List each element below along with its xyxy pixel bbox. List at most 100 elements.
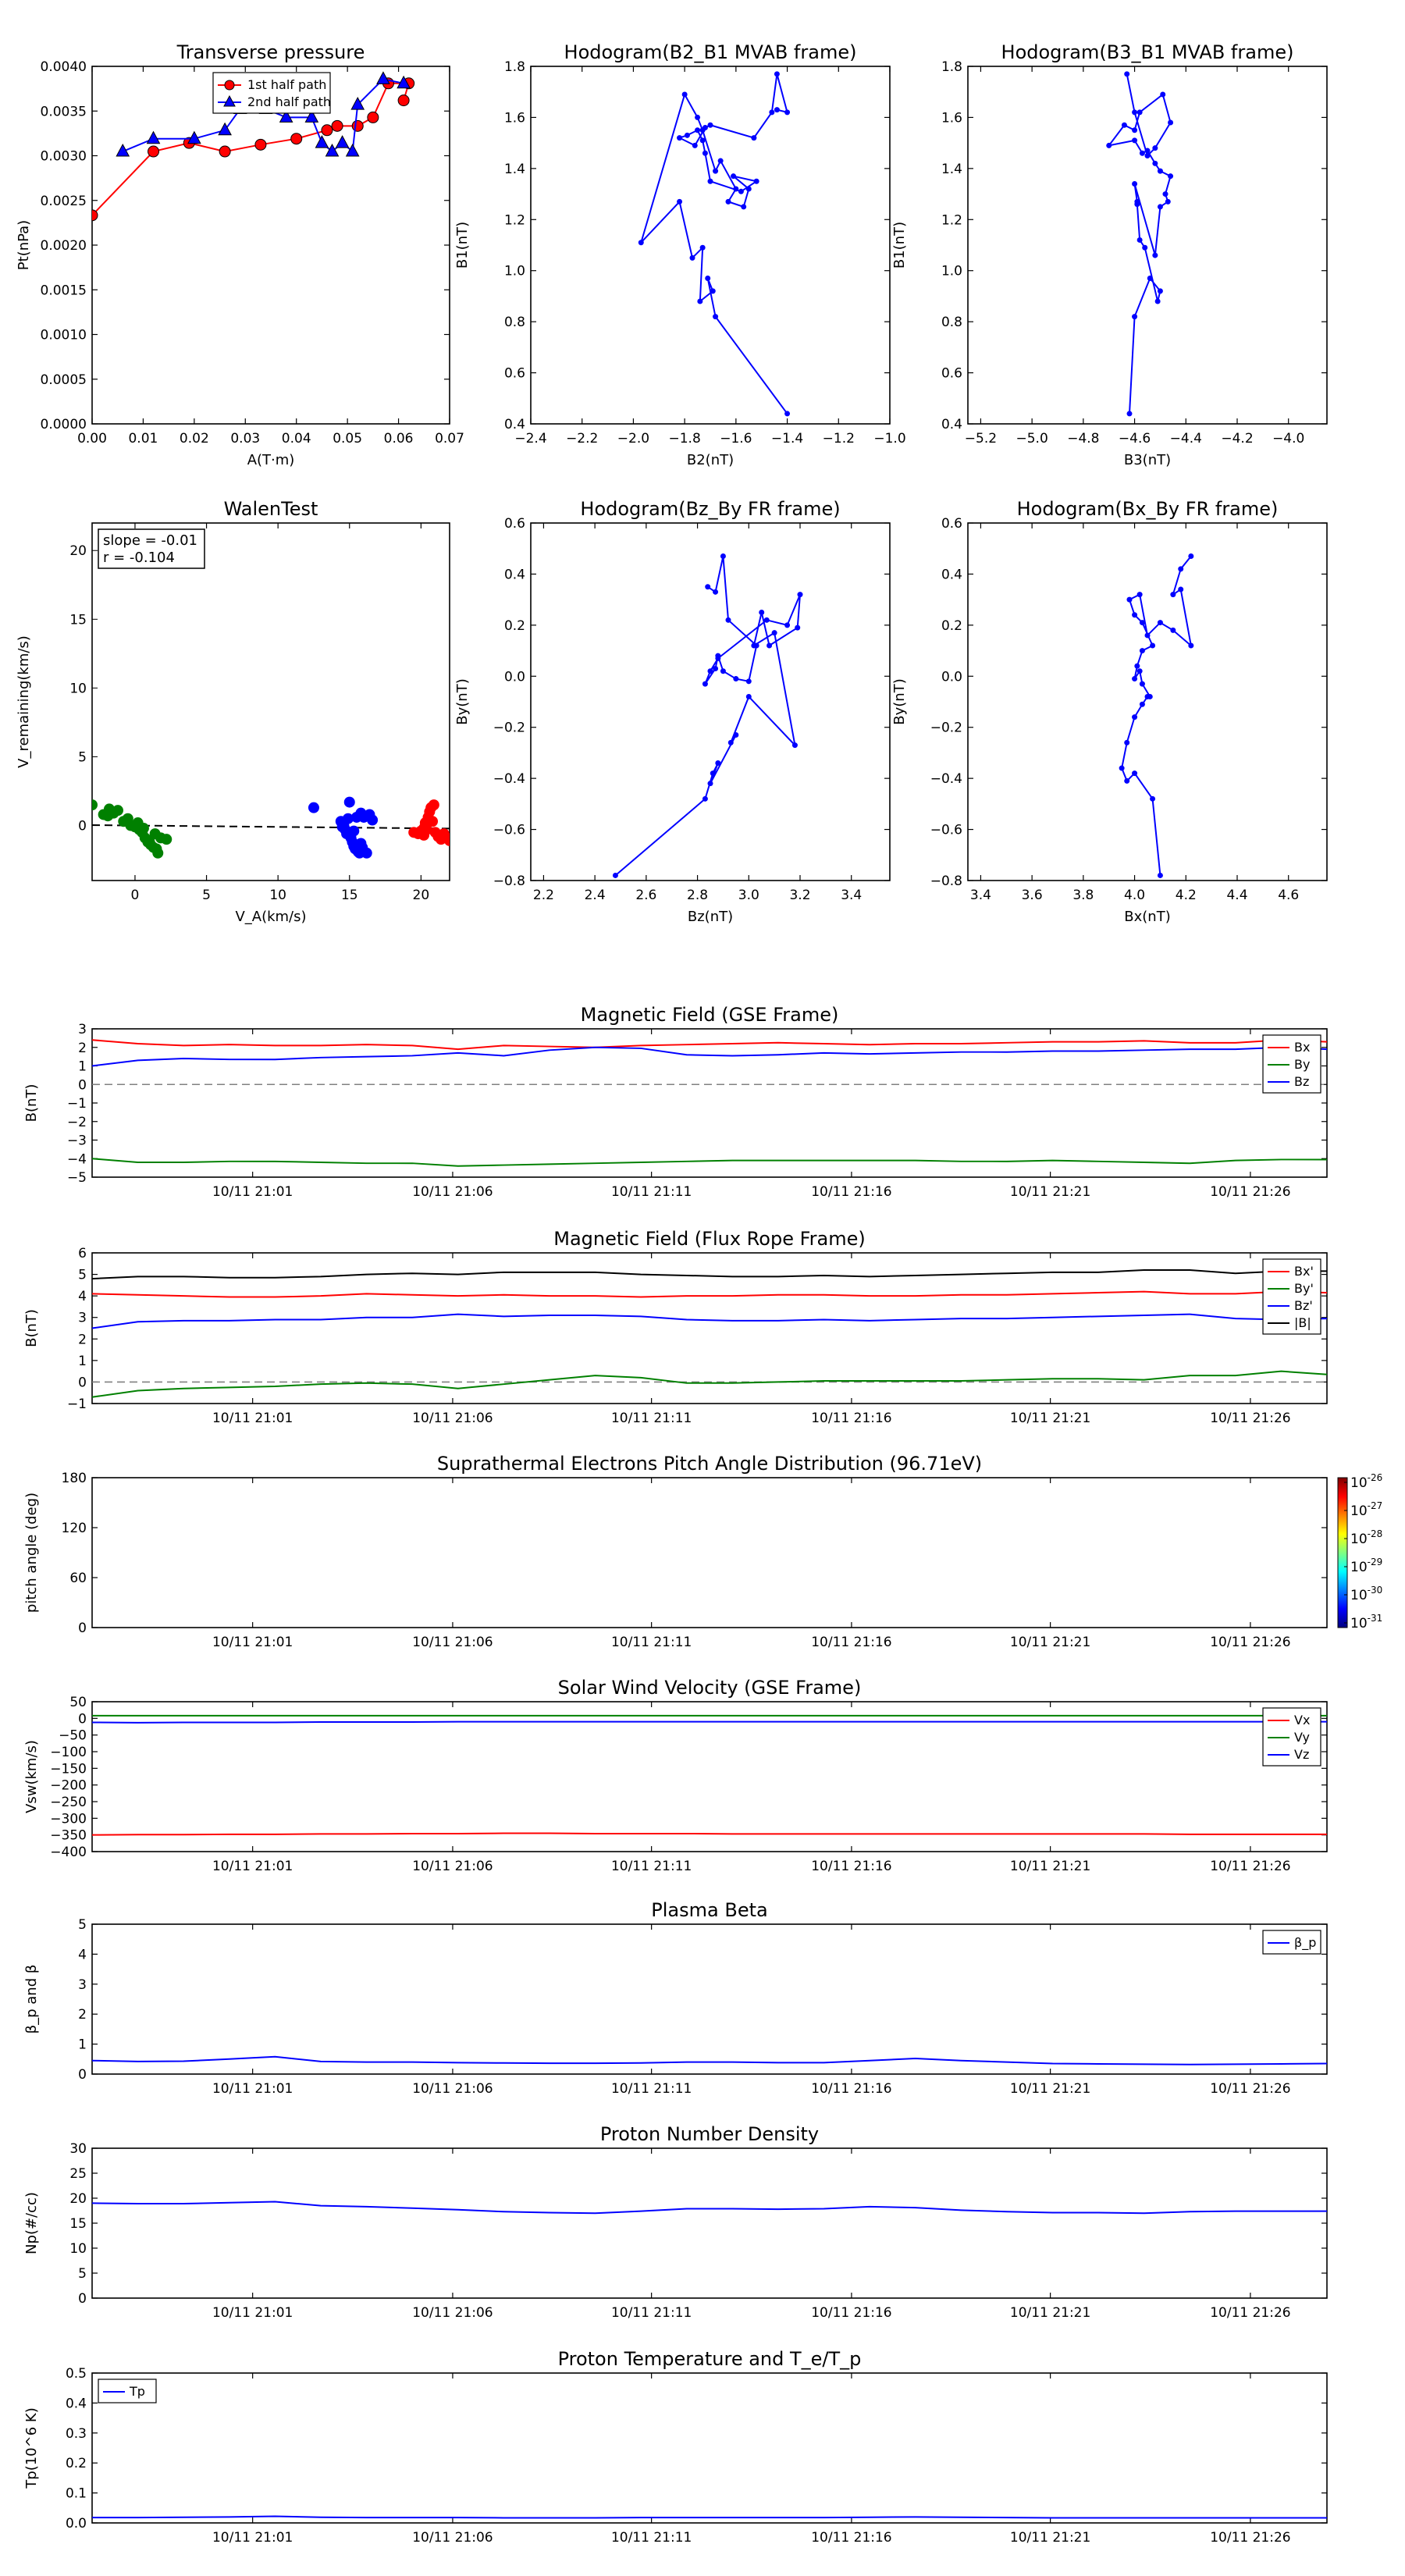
data-point <box>707 781 713 787</box>
data-point <box>738 188 744 194</box>
data-point <box>702 795 708 802</box>
x-tick-label: 4.6 <box>1278 888 1299 903</box>
chart-8: 0 60 120 180 10/11 21:01 10/11 21:06 10/11 21:… <box>23 1453 1382 1650</box>
data-point <box>367 814 379 826</box>
data-point <box>784 622 791 628</box>
data-point <box>331 119 343 132</box>
data-point <box>763 617 770 623</box>
y-axis-label: By(nT) <box>454 678 471 724</box>
x-tick-label: 3.0 <box>738 888 759 903</box>
data-point <box>148 145 160 158</box>
y-tick-label: 0 <box>78 2067 87 2083</box>
x-tick-label: −4.8 <box>1067 431 1099 447</box>
data-point <box>444 834 450 846</box>
plot-area <box>1119 553 1194 878</box>
y-tick-label: −150 <box>50 1761 87 1777</box>
data-point <box>367 111 379 123</box>
data-point <box>1170 627 1176 633</box>
plot-area <box>1106 71 1174 417</box>
x-tick-label: 10/11 21:11 <box>611 1635 692 1650</box>
series-line-0 <box>91 2201 1327 2215</box>
y-tick-label: 2 <box>78 2007 87 2023</box>
data-point <box>1168 173 1174 180</box>
y-tick-label: 2 <box>78 1332 87 1347</box>
y-axis-label: Tp(10^6 K) <box>23 2407 40 2489</box>
data-point <box>774 107 780 113</box>
data-point <box>376 71 390 84</box>
x-tick-label: 10/11 21:26 <box>1210 1411 1290 1426</box>
y-tick-label: 10 <box>69 681 87 696</box>
series-line-1 <box>91 1158 1327 1167</box>
x-tick-label: 10/11 21:11 <box>611 1411 692 1426</box>
data-point <box>1157 872 1163 878</box>
y-tick-label: 20 <box>69 2191 87 2207</box>
plot-frame-9 <box>91 1701 1328 1852</box>
y-tick-label: 5 <box>78 1917 87 1933</box>
legend-label: 1st half path <box>247 77 326 92</box>
data-point <box>713 589 719 595</box>
y-tick-label: 0 <box>78 1375 87 1390</box>
data-point <box>1154 298 1161 304</box>
data-point <box>304 109 319 123</box>
legend: Vx Vy Vz <box>1262 1707 1321 1767</box>
y-tick-label: −0.2 <box>930 720 962 736</box>
x-tick-label: 0.06 <box>384 431 414 447</box>
y-tick-label: 0 <box>78 2291 87 2307</box>
data-point <box>1157 288 1163 294</box>
data-point <box>1144 153 1151 158</box>
x-tick-label: 10/11 21:06 <box>412 1635 493 1650</box>
chart-11: 0 5 10 15 20 25 30 10/11 21:01 10/11 21:06 10/11 … <box>23 2123 1328 2321</box>
chart-1: −2.4 −2.2 −2.0 −1.8 −1.6 −1.4 −1.2 −1.0 0.4 0.6 0.… <box>454 41 906 468</box>
y-tick-label: 0.0010 <box>41 328 87 343</box>
chart-title: Hodogram(B2_B1 MVAB frame) <box>564 41 857 63</box>
x-tick-label: 10/11 21:21 <box>1010 1411 1090 1426</box>
y-axis-label: Vsw(km/s) <box>23 1740 40 1813</box>
data-point <box>702 681 708 687</box>
plot-frame-10 <box>91 1923 1328 2075</box>
y-tick-label: −2 <box>67 1115 87 1130</box>
y-tick-label: −200 <box>50 1778 87 1794</box>
x-tick-label: 0.01 <box>128 431 158 447</box>
data-point <box>710 770 716 777</box>
x-tick-label: 10/11 21:16 <box>811 1859 891 1874</box>
data-point <box>1132 770 1138 777</box>
y-tick-label: −0.8 <box>493 873 525 889</box>
chart-0: 0.00 0.01 0.02 0.03 0.04 0.05 0.06 0.07 0.0000 0.… <box>16 41 464 468</box>
x-tick-label: 3.4 <box>970 888 991 903</box>
x-tick-label: 10/11 21:01 <box>212 1635 293 1650</box>
data-point <box>336 821 348 833</box>
data-point <box>713 168 719 174</box>
data-point <box>1106 142 1112 148</box>
legend: Tp <box>98 2379 157 2403</box>
data-point <box>713 314 719 320</box>
x-tick-label: 10/11 21:21 <box>1010 2081 1090 2097</box>
data-point <box>797 592 803 598</box>
data-point <box>1157 620 1163 626</box>
data-point <box>1142 244 1148 251</box>
y-tick-label: 0.8 <box>504 315 525 330</box>
data-point <box>751 135 757 141</box>
series-line-1 <box>91 1370 1328 1398</box>
y-tick-label: −0.4 <box>930 771 962 787</box>
x-tick-label: −4.0 <box>1272 431 1304 447</box>
y-tick-label: −0.4 <box>493 771 525 787</box>
x-tick-label: 10/11 21:11 <box>611 2530 692 2546</box>
data-point <box>1144 148 1151 154</box>
y-tick-label: 0.1 <box>66 2486 87 2502</box>
y-axis-label: By(nT) <box>891 678 908 724</box>
plot-frame-3 <box>91 522 450 881</box>
x-axis-label: B2(nT) <box>687 452 734 468</box>
series-line-3 <box>91 1269 1327 1280</box>
colorbar-label: 10-26 <box>1350 1472 1382 1491</box>
y-tick-label: 0 <box>78 1621 87 1636</box>
x-tick-label: 0.05 <box>333 431 362 447</box>
series-line-2 <box>91 1046 1328 1067</box>
y-tick-label: 0.6 <box>504 516 525 532</box>
data-point <box>350 97 365 110</box>
data-point <box>335 135 350 148</box>
y-tick-label: 1.4 <box>941 162 962 177</box>
data-point <box>727 739 734 745</box>
y-tick-label: −400 <box>50 1845 87 1860</box>
x-tick-label: 10/11 21:16 <box>811 2081 891 2097</box>
